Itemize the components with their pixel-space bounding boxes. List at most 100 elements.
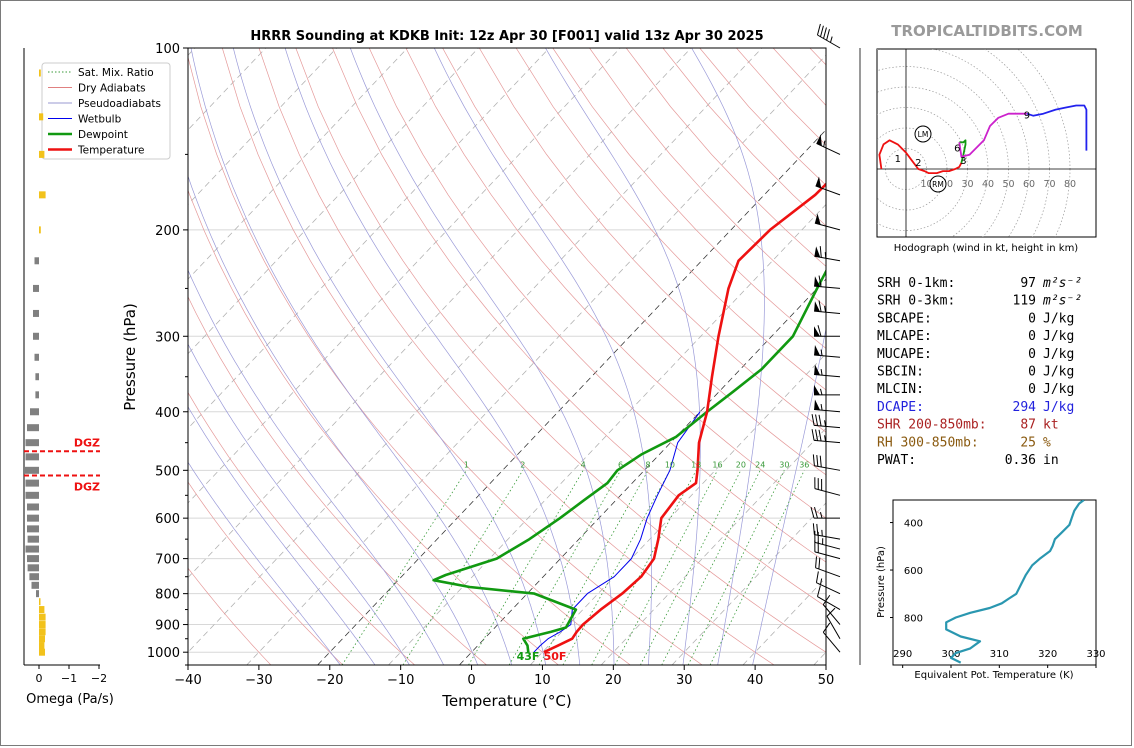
omega-bar: [33, 309, 39, 317]
storm-motion-left: LM: [914, 125, 932, 143]
x-tick-label: −40: [174, 673, 201, 688]
mixing-ratio-line: [341, 470, 467, 665]
stat-unit: %: [1043, 435, 1051, 450]
omega-bar: [36, 590, 39, 598]
thetae-x-tick-label: 310: [990, 649, 1009, 660]
isotherm-line: [246, 54, 826, 665]
stat-label: MLCIN:: [877, 382, 924, 397]
legend-label: Dry Adiabats: [78, 83, 146, 95]
stat-value: 0: [1028, 382, 1036, 397]
isotherm-line: [671, 502, 826, 665]
dry-adiabat-line: [515, 48, 826, 391]
skewt-legend: Sat. Mix. Ratio Dry Adiabats Pseudoadiabat…: [41, 62, 171, 160]
x-tick-label: 30: [676, 673, 693, 688]
omega-x-tick-label: −1: [61, 672, 77, 685]
omega-bar: [39, 226, 41, 234]
omega-bar: [29, 573, 39, 581]
thetae-x-tick-label: 290: [893, 649, 912, 660]
mixing-ratio-label: 13: [691, 460, 701, 469]
stat-label: MUCAPE:: [877, 347, 932, 362]
hodograph-trace: [958, 112, 1027, 158]
pseudoadiabat-line: [545, 48, 701, 665]
legend-label: Sat. Mix. Ratio: [78, 67, 154, 79]
stat-value: 119: [1013, 294, 1036, 309]
omega-panel: 0 −1 −2 DGZ DGZ: [23, 48, 107, 685]
dgz-top-label: DGZ: [74, 436, 100, 449]
omega-bar: [34, 353, 39, 361]
thetae-profile-line: [945, 500, 1085, 664]
mixing-ratio-label: 20: [736, 460, 746, 469]
hodograph-ring-label: 80: [1064, 179, 1076, 190]
hodograph-caption: Hodograph (wind in kt, height in km): [894, 243, 1079, 254]
wind-barb: [814, 213, 841, 231]
wind-barb: [822, 622, 841, 653]
mixing-ratio-label: 2: [520, 460, 525, 469]
thetae-y-axis-label: Pressure (hPa): [876, 546, 887, 618]
omega-bar: [27, 525, 39, 533]
hodograph-plot: 10 20 30 40 50 60 70 80 1 2 36 9 LM RM: [877, 49, 1096, 237]
stat-label: RH 300-850mb:: [877, 435, 979, 450]
x-tick-label: 50: [818, 673, 835, 688]
pseudoadiabat-line: [190, 48, 513, 665]
hodograph-height-label: 6: [954, 144, 960, 155]
isotherm-line: [188, 48, 692, 579]
wind-barb: [815, 571, 841, 595]
dry-adiabat-line: [188, 391, 415, 665]
stat-value: 0: [1028, 347, 1036, 362]
x-tick-label: −30: [245, 673, 272, 688]
stat-unit: J/kg: [1043, 329, 1074, 344]
stat-label: DCAPE:: [877, 400, 924, 415]
brand-logo-text: TROPICALTIDBITS.COM: [891, 22, 1083, 40]
dry-adiabat-line: [258, 48, 775, 665]
omega-bar: [39, 113, 44, 121]
mixing-ratio-label: 30: [779, 460, 789, 469]
pseudoadiabat-line: [188, 461, 341, 665]
omega-bar: [25, 453, 39, 461]
mixing-ratio-label: 16: [712, 460, 722, 469]
dry-adiabat-line: [221, 48, 703, 665]
x-tick-label: 20: [605, 673, 622, 688]
dry-adiabat-line: [188, 55, 631, 665]
pseudoadiabat-line: [188, 406, 376, 665]
wind-barb: [816, 134, 841, 155]
legend-label: Wetbulb: [78, 114, 122, 126]
dry-adiabat-line: [442, 48, 826, 476]
thetae-x-tick-label: 330: [1086, 649, 1105, 660]
isotherm-line: [459, 278, 826, 665]
hodograph-height-label: 1: [895, 154, 901, 165]
x-tick-label: 0: [467, 673, 475, 688]
omega-bar: [34, 257, 39, 265]
dry-adiabat-line: [368, 48, 826, 563]
isotherm-line: [317, 129, 826, 665]
thetae-y-tick-label: 600: [904, 566, 923, 577]
chart-title: HRRR Sounding at KDKB Init: 12z Apr 30 […: [250, 29, 763, 44]
wind-barb: [812, 454, 841, 471]
thetae-frame: [892, 499, 1097, 666]
isotherm-line: [188, 48, 550, 429]
stat-unit: J/kg: [1043, 382, 1074, 397]
thetae-x-axis-label: Equivalent Pot. Temperature (K): [914, 670, 1073, 681]
stat-value: 0: [1028, 365, 1036, 380]
stat-unit: in: [1043, 453, 1059, 468]
hodograph-trace: [1026, 104, 1088, 151]
dry-adiabat-line: [295, 48, 826, 653]
stat-label: SHR 200-850mb:: [877, 418, 987, 433]
mixing-ratio-label: 36: [799, 460, 809, 469]
mixing-ratio-label: 8: [646, 460, 651, 469]
stat-unit: m²s⁻²: [1042, 294, 1082, 309]
dry-adiabat-line: [552, 48, 826, 349]
wind-barb: [814, 477, 841, 496]
stat-unit: J/kg: [1043, 400, 1074, 415]
omega-bar: [39, 191, 46, 199]
pseudoadiabat-line: [188, 269, 445, 665]
hodograph-ring-label: 70: [1043, 179, 1055, 190]
omega-bar: [27, 535, 39, 543]
wind-barb: [814, 325, 840, 337]
stat-label: SRH 0-3km:: [877, 294, 955, 309]
hodograph-ring-label: 20: [941, 179, 953, 190]
omega-x-tick-label: −2: [91, 672, 107, 685]
stat-unit: J/kg: [1043, 365, 1074, 380]
pseudoadiabat-line: [752, 327, 826, 665]
pseudoadiabat-line: [349, 48, 615, 665]
stat-value: 97: [1020, 276, 1036, 291]
